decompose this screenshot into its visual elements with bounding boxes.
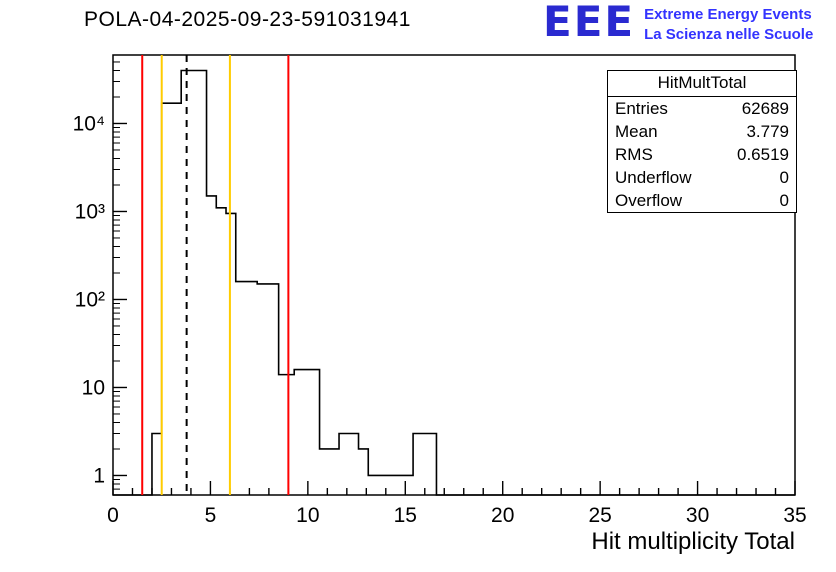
x-tick-label: 0: [107, 504, 119, 527]
x-axis-title: Hit multiplicity Total: [591, 528, 795, 555]
x-tick-label: 20: [491, 504, 514, 527]
stats-value: 0: [779, 168, 789, 187]
x-tick-label: 15: [394, 504, 417, 527]
eee-logo-acronym: EEE: [543, 0, 636, 46]
stats-label: Underflow: [615, 168, 692, 187]
stats-box-title: HitMultTotal: [608, 71, 796, 97]
eee-logo-text: Extreme Energy Events La Scienza nelle S…: [644, 2, 813, 46]
stats-row-rms: RMS 0.6519: [608, 143, 796, 166]
stats-box: HitMultTotal Entries 62689 Mean 3.779 RM…: [607, 70, 797, 213]
y-tick-label: 10²: [75, 288, 105, 311]
y-tick-label: 10³: [75, 200, 105, 223]
stats-value: 0: [779, 191, 789, 210]
x-tick-label: 25: [588, 504, 611, 527]
stats-label: RMS: [615, 145, 653, 164]
x-tick-label: 10: [296, 504, 319, 527]
y-tick-label: 1: [93, 464, 105, 487]
plot-title: POLA-04-2025-09-23-591031941: [84, 8, 411, 31]
x-tick-label: 35: [783, 504, 806, 527]
stats-row-overflow: Overflow 0: [608, 189, 796, 212]
x-tick-label: 30: [686, 504, 709, 527]
y-tick-label: 10⁴: [73, 112, 105, 135]
histogram-line: [113, 69, 795, 496]
stats-row-entries: Entries 62689: [608, 97, 796, 120]
stats-label: Entries: [615, 99, 668, 118]
eee-logo-line1: Extreme Energy Events: [644, 6, 812, 23]
x-tick-label: 5: [205, 504, 217, 527]
eee-logo-line2: La Scienza nelle Scuole: [644, 26, 814, 44]
stats-value: 3.779: [746, 122, 789, 141]
stats-label: Overflow: [615, 191, 683, 210]
eee-logo: EEE Extreme Energy Events La Scienza nel…: [543, 0, 813, 46]
stats-row-underflow: Underflow 0: [608, 166, 796, 189]
stats-label: Mean: [615, 122, 658, 141]
stats-value: 0.6519: [737, 145, 789, 164]
stats-value: 62689: [741, 99, 789, 118]
stats-row-mean: Mean 3.779: [608, 120, 796, 143]
y-tick-label: 10: [82, 376, 105, 399]
